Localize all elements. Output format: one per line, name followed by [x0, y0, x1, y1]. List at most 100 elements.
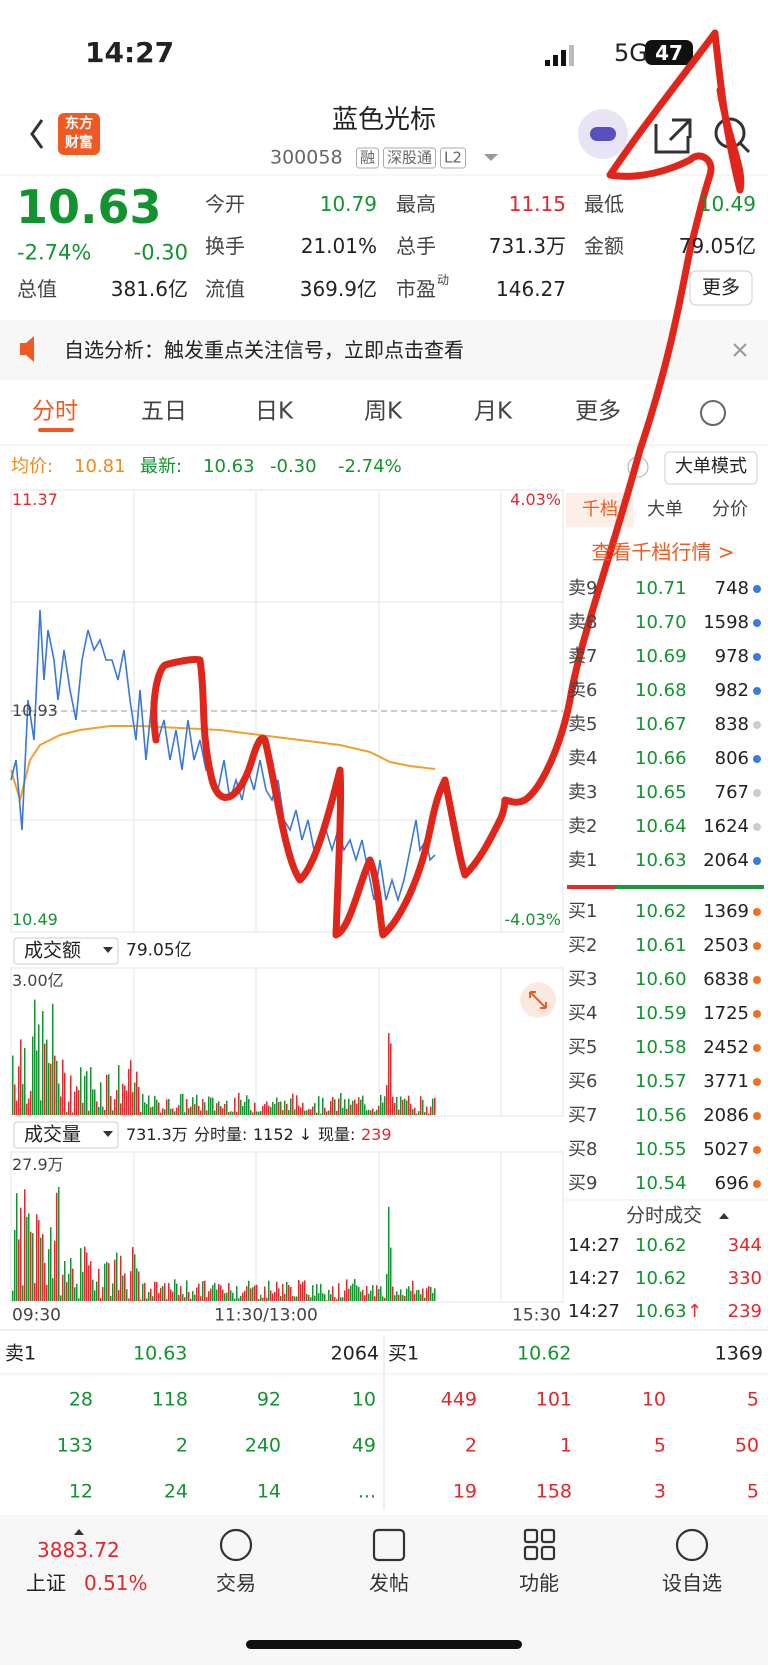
- chart-info: 最新:: [140, 456, 183, 477]
- dropdown-icon[interactable]: [484, 154, 498, 161]
- notice-text[interactable]: 自选分析：触发重点关注信号，立即点击查看: [64, 338, 464, 362]
- volume-bar: [370, 1110, 372, 1115]
- queue-dot: [753, 619, 761, 627]
- level-price: 10.71: [635, 578, 687, 599]
- trade-price: 10.62: [635, 1235, 687, 1256]
- volume-bar: [102, 1287, 104, 1301]
- volume-bar: [144, 1282, 146, 1301]
- volume-selector[interactable]: [13, 1121, 119, 1149]
- volume-bar: [228, 1283, 230, 1301]
- volume-bar: [280, 1101, 282, 1115]
- volume-bar: [252, 1287, 254, 1301]
- amount-selector[interactable]: 成交额: [24, 939, 82, 962]
- volume-info: 1152 ↓: [253, 1125, 313, 1144]
- volume-bar: [284, 1293, 286, 1301]
- volume-bar: [40, 1237, 42, 1301]
- volume-bar: [40, 1100, 42, 1115]
- volume-bar: [414, 1293, 416, 1301]
- mode-button[interactable]: 大单模式: [675, 456, 747, 477]
- notice-bar[interactable]: [0, 320, 768, 380]
- nav-item[interactable]: 交易: [216, 1571, 256, 1595]
- volume-bar: [194, 1104, 196, 1115]
- volume-bar: [50, 1063, 52, 1115]
- volume-bar: [300, 1284, 302, 1301]
- nav-item[interactable]: 发帖: [369, 1571, 409, 1595]
- volume-bar: [190, 1106, 192, 1115]
- volume-bar: [410, 1290, 412, 1301]
- field-value: 79.05亿: [678, 234, 756, 258]
- level-volume: 696: [714, 1173, 749, 1194]
- volume-bar: [62, 1059, 64, 1115]
- volume-bar: [210, 1288, 212, 1301]
- volume-bar: [250, 1110, 252, 1115]
- queue-dot: [753, 942, 761, 950]
- trade-arrow: ↑: [687, 1301, 703, 1322]
- battery: [645, 40, 693, 65]
- volume-bar: [150, 1288, 152, 1301]
- volume-bar: [28, 1098, 30, 1115]
- axis-label: -4.03%: [504, 910, 561, 929]
- volume-bar: [292, 1295, 294, 1301]
- close-icon[interactable]: [733, 343, 747, 357]
- logo-text: 东方: [65, 116, 93, 132]
- trades-title[interactable]: 分时成交: [625, 1204, 703, 1227]
- volume-bar: [198, 1283, 200, 1301]
- volume-bar: [176, 1283, 178, 1301]
- orderbook-tab[interactable]: 千档: [582, 499, 618, 520]
- level-volume: 2064: [703, 850, 749, 871]
- more-button[interactable]: [689, 270, 753, 306]
- orderbook-tab[interactable]: 分价: [712, 499, 748, 520]
- level-volume: 2064: [330, 1342, 379, 1365]
- nav-item[interactable]: 功能: [519, 1571, 559, 1595]
- speaker-icon: [20, 336, 34, 362]
- settings-icon[interactable]: [700, 400, 726, 426]
- volume-bar: [72, 1268, 74, 1301]
- share-icon[interactable]: [654, 118, 692, 154]
- volume-bar: [388, 1032, 390, 1115]
- chart-tab[interactable]: 月K: [473, 398, 513, 425]
- queue-order: 10: [641, 1388, 666, 1411]
- volume-bar: [412, 1108, 414, 1115]
- volume-bar: [230, 1111, 232, 1115]
- level-label: 卖2: [568, 816, 598, 837]
- volume-bar: [236, 1286, 238, 1301]
- orderbook-tab[interactable]: 大单: [647, 499, 683, 520]
- volume-bar: [38, 1024, 40, 1115]
- amount-selector[interactable]: [13, 937, 119, 965]
- volume-bar: [184, 1112, 186, 1115]
- volume-bar: [168, 1098, 170, 1115]
- chart-tab[interactable]: 五日: [141, 398, 187, 425]
- chart-tab[interactable]: 更多: [575, 398, 621, 425]
- level-volume: 3771: [703, 1071, 749, 1092]
- volume-bar: [132, 1091, 134, 1115]
- volume-selector[interactable]: 成交量: [24, 1123, 82, 1146]
- volume-bar: [276, 1097, 278, 1115]
- volume-bar: [384, 1096, 386, 1115]
- volume-bar: [156, 1281, 158, 1301]
- mode-button[interactable]: [664, 451, 758, 485]
- level-label: 买6: [568, 1071, 598, 1092]
- chart-tab[interactable]: 分时: [32, 398, 78, 425]
- volume-bar: [424, 1297, 426, 1301]
- volume-bar: [324, 1294, 326, 1301]
- volume-bar: [146, 1104, 148, 1115]
- volume-bar: [378, 1289, 380, 1301]
- back-icon[interactable]: [30, 119, 44, 149]
- volume-bar: [206, 1297, 208, 1301]
- level-label: 卖1: [5, 1342, 37, 1365]
- trade-volume: 330: [727, 1268, 762, 1289]
- trade-volume: 239: [727, 1301, 762, 1322]
- volume-bar: [430, 1106, 432, 1115]
- more-button[interactable]: 更多: [701, 276, 741, 299]
- chart-tab[interactable]: 周K: [363, 398, 403, 425]
- volume-bar: [128, 1298, 130, 1301]
- trade-time: 14:27: [568, 1235, 620, 1256]
- volume-bar: [178, 1105, 180, 1115]
- volume-bar: [332, 1286, 334, 1301]
- nav-item[interactable]: 设自选: [662, 1571, 722, 1595]
- depth-link[interactable]: 查看千档行情 >: [591, 540, 735, 564]
- volume-bar: [242, 1105, 244, 1115]
- volume-bar: [374, 1111, 376, 1115]
- chart-tab[interactable]: 日K: [254, 398, 294, 425]
